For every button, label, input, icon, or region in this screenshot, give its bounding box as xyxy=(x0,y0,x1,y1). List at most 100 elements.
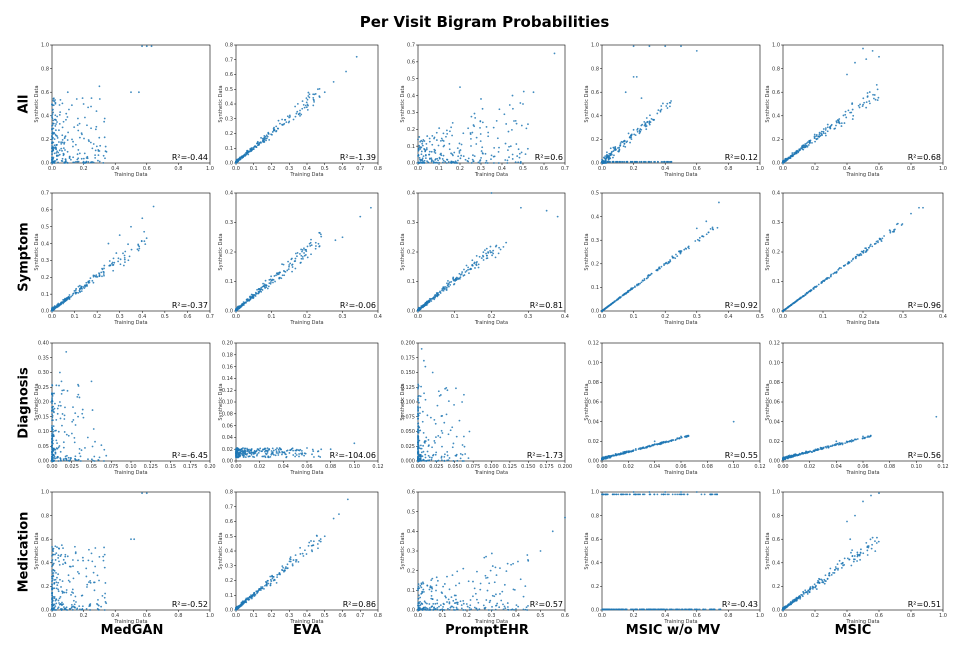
scatter-point xyxy=(450,152,452,155)
scatter-panel-symptom-8: 0.0 0.1 0.2 0.3 0.4 0.50.00.10.20.30.40.5Trai… xyxy=(584,191,764,326)
x-tick-label: 0.075 xyxy=(104,464,118,470)
scatter-point xyxy=(423,440,426,442)
scatter-point xyxy=(617,453,620,456)
scatter-point xyxy=(830,445,832,448)
x-tick-label: 0.000 xyxy=(411,464,425,470)
scatter-point xyxy=(418,146,421,149)
scatter-point xyxy=(277,127,280,130)
scatter-point xyxy=(792,153,795,156)
scatter-point xyxy=(452,161,455,163)
scatter-point xyxy=(289,556,292,559)
scatter-point xyxy=(432,296,435,299)
scatter-point xyxy=(266,447,269,450)
scatter-point xyxy=(277,452,279,454)
r2-annotation: R²=0.92 xyxy=(725,301,758,310)
scatter-point xyxy=(143,240,146,243)
y-tick-label: 0.2 xyxy=(41,584,49,590)
scatter-point xyxy=(267,133,270,135)
scatter-point xyxy=(433,418,436,421)
scatter-point xyxy=(76,153,79,156)
scatter-point xyxy=(442,145,445,148)
scatter-point xyxy=(70,603,73,606)
scatter-point xyxy=(74,289,77,292)
scatter-point xyxy=(636,130,639,133)
scatter-point xyxy=(785,456,787,459)
scatter-panel-diagnosis-11: 0.00 0.02 0.04 0.06 0.08 0.10 0.120.000.020.04… xyxy=(218,341,384,476)
scatter-point xyxy=(669,101,672,104)
scatter-point xyxy=(440,455,443,458)
scatter-point xyxy=(294,257,297,260)
scatter-point xyxy=(264,135,267,138)
scatter-point xyxy=(422,160,424,163)
scatter-point xyxy=(442,154,445,157)
x-axis-label: Training Data xyxy=(113,320,147,326)
scatter-point xyxy=(475,254,478,257)
scatter-point xyxy=(467,268,469,271)
scatter-point xyxy=(524,153,527,156)
scatter-point xyxy=(85,161,88,164)
scatter-point xyxy=(275,450,278,453)
scatter-point xyxy=(836,119,839,121)
scatter-point xyxy=(854,256,857,259)
scatter-point xyxy=(301,250,303,253)
scatter-point xyxy=(103,136,106,139)
scatter-point xyxy=(58,560,60,563)
scatter-point xyxy=(236,456,239,458)
y-tick-label: 0.6 xyxy=(41,208,49,214)
y-tick-label: 0.4 xyxy=(591,214,599,220)
scatter-point xyxy=(242,155,245,158)
scatter-point xyxy=(800,296,803,299)
x-tick-label: 0.2 xyxy=(811,166,819,172)
scatter-point xyxy=(85,608,88,610)
scatter-point xyxy=(659,442,662,445)
scatter-point xyxy=(650,272,653,275)
scatter-point xyxy=(425,142,428,145)
scatter-point xyxy=(59,417,62,420)
scatter-point xyxy=(508,156,510,159)
scatter-point xyxy=(454,160,457,163)
axes-frame xyxy=(601,342,761,462)
scatter-point xyxy=(51,397,54,399)
scatter-point xyxy=(79,460,82,462)
scatter-point xyxy=(461,453,464,456)
scatter-point xyxy=(64,149,66,151)
y-tick-label: 0.00 xyxy=(38,459,49,465)
scatter-point xyxy=(52,122,55,125)
scatter-point xyxy=(872,97,875,100)
y-tick-label: 0.0 xyxy=(407,309,415,315)
scatter-point xyxy=(446,454,449,457)
scatter-point xyxy=(784,308,787,310)
scatter-point xyxy=(422,139,425,141)
scatter-point xyxy=(57,161,59,164)
y-tick-label: 1.0 xyxy=(591,43,599,49)
scatter-point xyxy=(301,453,303,456)
scatter-point xyxy=(130,91,132,94)
scatter-point xyxy=(619,142,622,145)
scatter-point xyxy=(604,160,607,163)
scatter-point xyxy=(662,160,664,163)
scatter-point xyxy=(431,446,433,449)
scatter-point xyxy=(420,451,423,454)
scatter-point xyxy=(787,157,789,160)
scatter-point xyxy=(420,153,423,156)
y-tick-label: 0.8 xyxy=(225,43,233,49)
y-tick-label: 0.15 xyxy=(38,414,49,420)
scatter-point xyxy=(103,274,105,277)
scatter-point xyxy=(608,152,611,155)
scatter-point xyxy=(76,608,78,611)
scatter-point xyxy=(239,455,241,458)
scatter-point xyxy=(878,55,880,58)
scatter-point xyxy=(421,420,424,423)
scatter-point xyxy=(266,452,269,454)
scatter-point xyxy=(638,129,641,132)
scatter-point xyxy=(71,138,73,141)
scatter-point xyxy=(623,451,626,453)
scatter-point xyxy=(440,152,442,155)
scatter-point xyxy=(813,135,816,138)
scatter-point xyxy=(98,274,101,277)
scatter-point xyxy=(417,397,419,400)
x-tick-label: 0.06 xyxy=(857,464,868,470)
scatter-point xyxy=(54,545,57,548)
scatter-point xyxy=(709,227,712,230)
scatter-point xyxy=(89,141,92,144)
